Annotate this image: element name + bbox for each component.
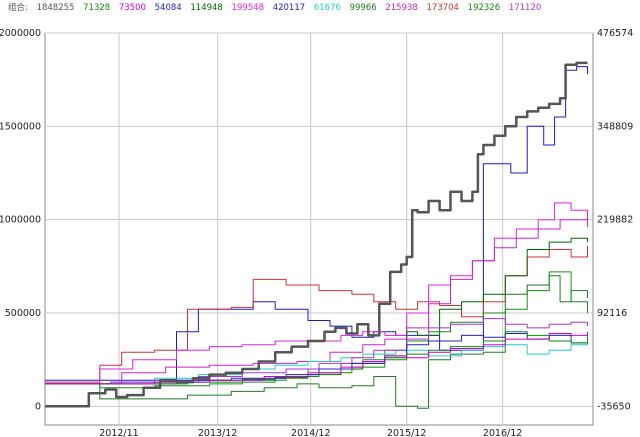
legend-value: 215938 — [385, 3, 418, 13]
y2-tick-label: 348809 — [597, 121, 633, 132]
legend-value: 54084 — [154, 3, 182, 13]
y-tick-label: 500000 — [5, 308, 41, 319]
x-tick-label: 2012/11 — [99, 428, 138, 437]
series-line — [45, 331, 588, 385]
legend-value: 99966 — [349, 3, 377, 13]
x-tick-label: 2016/12 — [483, 428, 522, 437]
y-tick-label: 1500000 — [0, 121, 41, 132]
legend-value: 71328 — [83, 3, 111, 13]
y-tick-label: 1000000 — [0, 215, 41, 226]
series-line — [45, 202, 588, 385]
legend-value: 171120 — [508, 3, 542, 13]
legend: 组合: 1848255 71328 73500 54084 114948 199… — [8, 1, 547, 15]
series-line — [45, 341, 588, 385]
series-line — [45, 61, 588, 408]
legend-value: 192326 — [467, 3, 501, 13]
y-tick-label: 2000000 — [0, 28, 41, 39]
legend-value: 1848255 — [36, 3, 75, 13]
legend-value: 173704 — [426, 3, 459, 13]
y2-tick-label: 92116 — [597, 308, 627, 319]
y2-tick-label: 219882 — [597, 215, 633, 226]
y2-tick-label: 476574 — [597, 28, 633, 39]
y2-tick-label: -35650 — [597, 401, 631, 412]
legend-label: 组合: — [8, 3, 28, 13]
legend-value: 199548 — [231, 3, 264, 13]
legend-value: 420117 — [272, 3, 306, 13]
legend-value: 73500 — [118, 3, 146, 13]
axes: 0 500000 1000000 1500000 2000000 -35650 92116 2… — [0, 28, 633, 437]
legend-value: 61676 — [313, 3, 341, 13]
series-group — [45, 61, 588, 409]
legend-value: 114948 — [190, 3, 223, 13]
x-tick-label: 2013/12 — [198, 428, 237, 437]
x-tick-label: 2014/12 — [291, 428, 330, 437]
y-tick-label: 0 — [35, 401, 41, 412]
x-tick-label: 2015/12 — [387, 428, 426, 437]
